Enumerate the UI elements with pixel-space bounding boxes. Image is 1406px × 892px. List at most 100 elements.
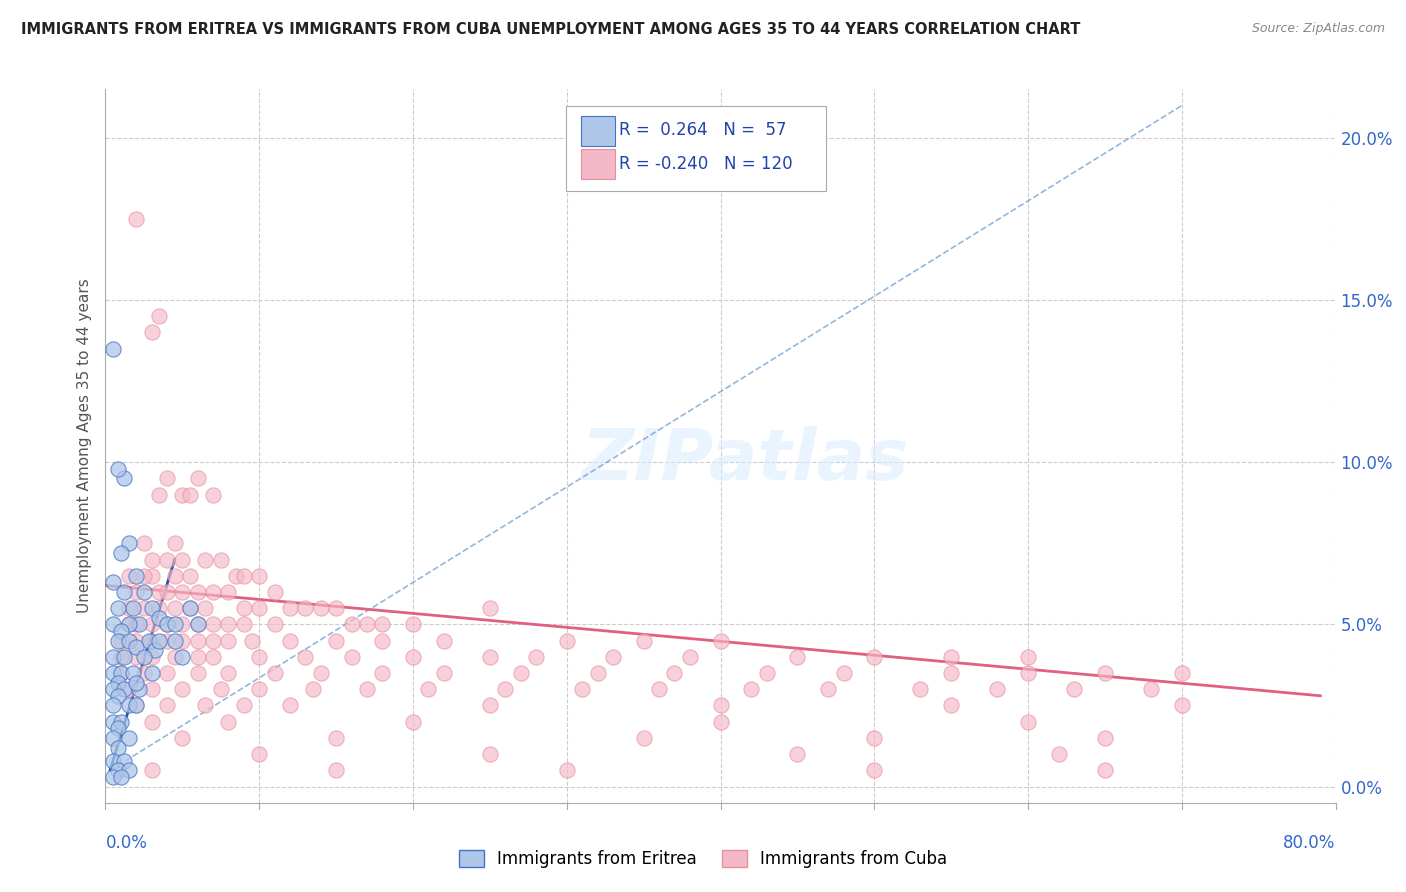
Point <box>141 326 163 340</box>
Point <box>112 585 135 599</box>
Point <box>194 698 217 713</box>
Point <box>112 754 135 768</box>
Point <box>218 633 240 648</box>
Point <box>187 617 209 632</box>
Point <box>156 617 179 632</box>
Point <box>187 471 209 485</box>
Point <box>172 488 194 502</box>
Point <box>117 568 139 582</box>
Point <box>294 601 316 615</box>
Point <box>325 764 347 778</box>
Point <box>418 682 440 697</box>
Point <box>602 649 624 664</box>
Point <box>163 601 186 615</box>
Point <box>117 698 139 713</box>
Point <box>218 617 240 632</box>
Point <box>232 568 254 582</box>
Point <box>156 617 179 632</box>
Point <box>325 601 347 615</box>
Point <box>218 666 240 681</box>
Point <box>263 666 285 681</box>
Point <box>156 585 179 599</box>
Point <box>664 666 686 681</box>
Point <box>156 698 179 713</box>
Point <box>163 536 186 550</box>
Point <box>107 675 129 690</box>
Point <box>633 731 655 745</box>
Point <box>148 601 170 615</box>
Point <box>117 601 139 615</box>
Point <box>402 714 425 729</box>
Point <box>110 770 132 784</box>
Point <box>309 601 332 615</box>
Point <box>1094 764 1116 778</box>
Point <box>172 682 194 697</box>
Point <box>478 601 501 615</box>
Point <box>679 649 702 664</box>
Point <box>863 649 886 664</box>
Point <box>494 682 516 697</box>
Point <box>371 617 394 632</box>
Point <box>232 698 254 713</box>
Point <box>132 536 155 550</box>
Point <box>141 764 163 778</box>
Point <box>710 633 733 648</box>
Point <box>817 682 839 697</box>
Point <box>107 601 129 615</box>
Point <box>101 754 124 768</box>
Point <box>101 731 124 745</box>
Point <box>356 617 378 632</box>
Point <box>247 568 270 582</box>
Point <box>179 488 201 502</box>
Point <box>101 649 124 664</box>
Point <box>356 682 378 697</box>
Point <box>340 649 363 664</box>
Point <box>478 649 501 664</box>
Point <box>125 633 148 648</box>
Point <box>148 611 170 625</box>
Point <box>309 666 332 681</box>
Point <box>1017 649 1039 664</box>
Point <box>132 601 155 615</box>
Point <box>278 601 301 615</box>
Point <box>172 552 194 566</box>
Point <box>294 649 316 664</box>
Point <box>187 617 209 632</box>
Text: R = -0.240   N = 120: R = -0.240 N = 120 <box>619 155 793 173</box>
Point <box>941 698 963 713</box>
Point <box>148 585 170 599</box>
Point <box>232 601 254 615</box>
Point <box>218 714 240 729</box>
Point <box>125 649 148 664</box>
Y-axis label: Unemployment Among Ages 35 to 44 years: Unemployment Among Ages 35 to 44 years <box>76 278 91 614</box>
Legend: Immigrants from Eritrea, Immigrants from Cuba: Immigrants from Eritrea, Immigrants from… <box>453 843 953 875</box>
Point <box>125 211 148 226</box>
Point <box>863 764 886 778</box>
Point <box>163 617 186 632</box>
Point <box>117 633 139 648</box>
Point <box>122 601 145 615</box>
Point <box>209 682 232 697</box>
Point <box>107 461 129 475</box>
Point <box>478 747 501 761</box>
Point <box>648 682 671 697</box>
Point <box>156 471 179 485</box>
Point <box>325 731 347 745</box>
Point <box>125 585 148 599</box>
Text: ZIPatlas: ZIPatlas <box>582 425 908 495</box>
Point <box>163 568 186 582</box>
Point <box>1171 666 1194 681</box>
Point <box>125 640 148 654</box>
Point <box>107 689 129 703</box>
Point <box>986 682 1008 697</box>
Point <box>141 666 163 681</box>
Point <box>633 633 655 648</box>
Point <box>163 649 186 664</box>
Point <box>112 649 135 664</box>
Point <box>433 666 456 681</box>
Point <box>278 698 301 713</box>
Point <box>117 617 139 632</box>
Point <box>263 585 285 599</box>
Point <box>232 617 254 632</box>
Point <box>371 633 394 648</box>
